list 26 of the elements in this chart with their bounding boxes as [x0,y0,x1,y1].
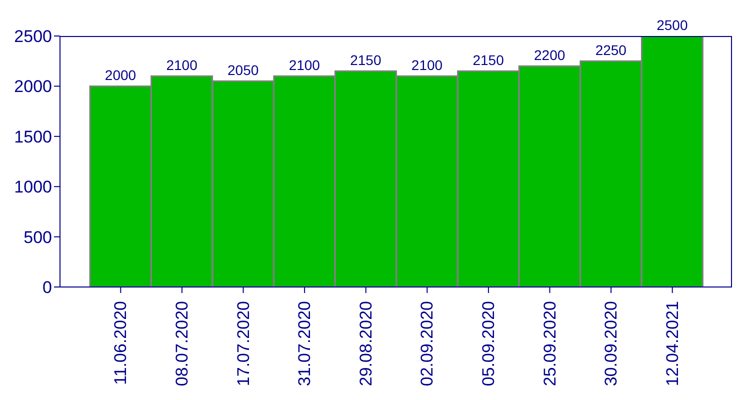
data-label: 2100 [411,57,443,74]
y-tick-label: 1000 [14,178,52,197]
x-tick-label: 11.06.2020 [111,301,130,385]
data-label: 2000 [104,67,136,84]
y-tick-label: 2000 [14,77,52,96]
data-label: 2150 [350,52,382,68]
x-tick-label: 25.09.2020 [540,301,560,386]
x-tick-label: 12.04.2021 [662,301,682,386]
data-label: 2100 [288,57,320,74]
x-tick-label: 29.08.2020 [356,301,376,386]
x-tick-label: 17.07.2020 [234,301,253,386]
x-tick-label: 05.09.2020 [478,301,498,386]
y-tick-label: 2500 [14,27,52,46]
x-tick-label: 30.09.2020 [602,301,621,386]
y-tick-label: 500 [24,228,52,247]
data-label: 2250 [595,42,627,58]
y-tick-label: 0 [42,278,52,298]
x-tick-label: 02.09.2020 [418,301,437,386]
data-label: 2200 [534,47,566,64]
data-label: 2100 [166,57,198,74]
data-label: 2050 [228,62,259,78]
x-tick-label: 08.07.2020 [172,301,192,386]
data-label: 2500 [656,17,688,33]
y-tick-label: 1500 [14,127,52,146]
x-tick-label: 31.07.2020 [295,301,314,386]
data-label: 2150 [472,52,504,68]
